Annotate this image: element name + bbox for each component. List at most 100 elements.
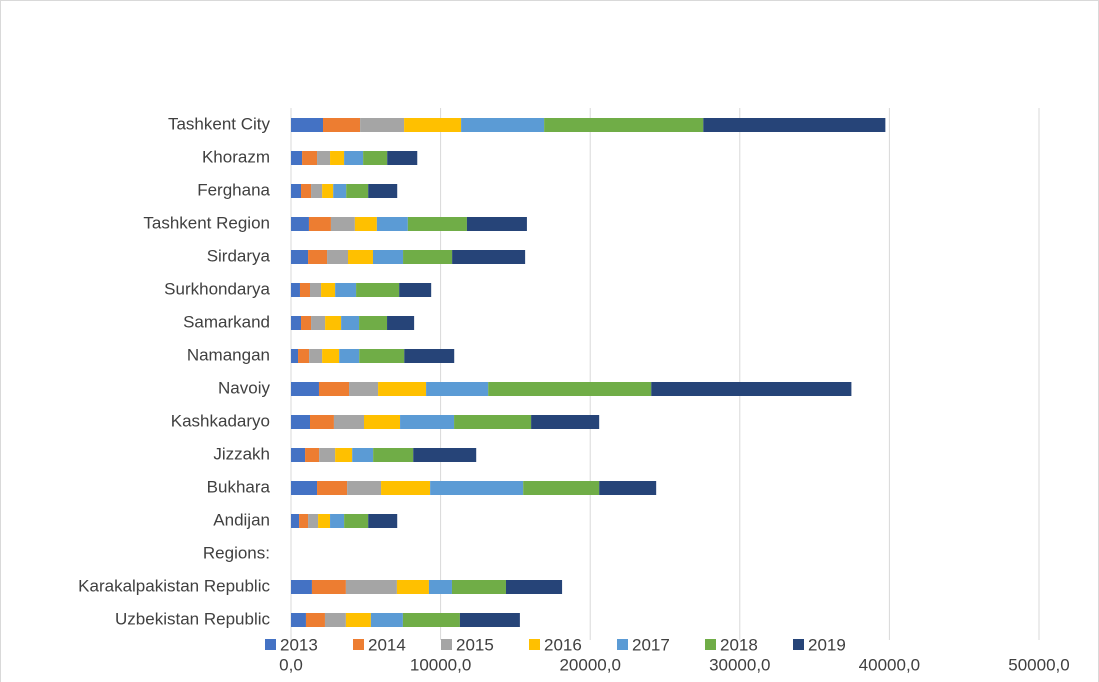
y-tick-label: Karakalpakistan Republic — [78, 576, 270, 595]
bar-segment — [452, 250, 526, 264]
bar-segment — [466, 217, 527, 231]
legend-label: 2018 — [720, 635, 758, 654]
bar-segment — [291, 250, 309, 264]
bar-segment — [311, 184, 323, 198]
y-tick-label: Samarkand — [183, 312, 270, 331]
x-tick-label: 20000,0 — [559, 655, 620, 674]
bar-segment — [291, 349, 299, 363]
bar-segment — [345, 580, 397, 594]
bar-segment — [402, 613, 460, 627]
y-tick-label: Regions: — [203, 543, 270, 562]
bar-segment — [523, 481, 600, 495]
y-tick-label: Navoiy — [218, 378, 270, 397]
y-tick-label: Tashkent City — [168, 114, 271, 133]
bar-segment — [531, 415, 600, 429]
x-tick-label: 50000,0 — [1008, 655, 1069, 674]
bar-segment — [344, 151, 364, 165]
bar-segment — [330, 217, 355, 231]
bar-segment — [324, 613, 346, 627]
bar-segment — [291, 151, 303, 165]
bar-segment — [413, 448, 477, 462]
bar-segment — [339, 349, 360, 363]
bar-segment — [291, 613, 306, 627]
bar-segment — [451, 580, 506, 594]
bar-segment — [430, 481, 524, 495]
bar-segment — [327, 250, 348, 264]
bar-segment — [341, 316, 360, 330]
bar-segment — [301, 316, 312, 330]
bar-segment — [291, 514, 300, 528]
bar-segment — [291, 184, 302, 198]
bar-segment — [317, 151, 331, 165]
bar-segment — [356, 283, 400, 297]
legend-label: 2019 — [808, 635, 846, 654]
legend-label: 2017 — [632, 635, 670, 654]
bar-segment — [461, 118, 545, 132]
bar-segment — [298, 349, 310, 363]
bar-segment — [378, 382, 427, 396]
bar-segment — [359, 349, 405, 363]
x-tick-label: 40000,0 — [859, 655, 920, 674]
legend-swatch — [705, 639, 716, 650]
bar-segment — [317, 481, 348, 495]
y-tick-label: Sirdarya — [207, 246, 271, 265]
bar-segment — [404, 118, 462, 132]
y-tick-label: Namangan — [187, 345, 270, 364]
bar-segment — [373, 448, 414, 462]
bar-segment — [301, 184, 312, 198]
bar-segment — [703, 118, 886, 132]
bar-segment — [309, 415, 334, 429]
bar-segment — [376, 217, 408, 231]
bar-segment — [305, 448, 320, 462]
x-tick-label: 10000,0 — [410, 655, 471, 674]
y-tick-label: Khorazm — [202, 147, 270, 166]
bar-segment — [354, 217, 377, 231]
bar-segment — [599, 481, 657, 495]
bar-segment — [308, 250, 328, 264]
bar-segment — [308, 217, 331, 231]
bar-segment — [309, 283, 322, 297]
bar-segment — [291, 283, 300, 297]
bar-segment — [330, 151, 345, 165]
bar-segment — [505, 580, 563, 594]
bar-segment — [352, 448, 374, 462]
bar-segment — [333, 184, 347, 198]
y-tick-label: Ferghana — [197, 180, 270, 199]
bar-segment — [318, 382, 350, 396]
bar-segment — [360, 118, 405, 132]
bar-segment — [407, 217, 467, 231]
legend-swatch — [617, 639, 628, 650]
y-tick-label: Kashkadaryo — [171, 411, 270, 430]
bar-segment — [319, 448, 336, 462]
bar-segment — [364, 415, 401, 429]
bar-segment — [322, 349, 340, 363]
bar-segment — [291, 316, 302, 330]
bar-segment — [346, 184, 369, 198]
bar-segment — [291, 580, 312, 594]
legend-swatch — [353, 639, 364, 650]
bar-segment — [404, 349, 455, 363]
bar-segment — [428, 580, 452, 594]
bar-segment — [372, 250, 404, 264]
legend-swatch — [265, 639, 276, 650]
bar-segment — [330, 514, 345, 528]
bar-segment — [299, 514, 309, 528]
bar-segment — [335, 283, 357, 297]
legend-swatch — [441, 639, 452, 650]
bar-segment — [323, 118, 361, 132]
bar-segment — [302, 151, 318, 165]
bar-segment — [335, 448, 353, 462]
y-tick-label: Surkhondarya — [164, 279, 270, 298]
y-tick-label: Uzbekistan Republic — [115, 609, 270, 628]
bar-segment — [368, 184, 398, 198]
bar-segment — [291, 217, 309, 231]
bar-segment — [488, 382, 652, 396]
bar-segment — [403, 250, 453, 264]
bar-segment — [291, 481, 318, 495]
y-tick-label: Andijan — [213, 510, 270, 529]
bar-segment — [299, 283, 310, 297]
bar-segment — [359, 316, 388, 330]
bar-segment — [399, 283, 432, 297]
